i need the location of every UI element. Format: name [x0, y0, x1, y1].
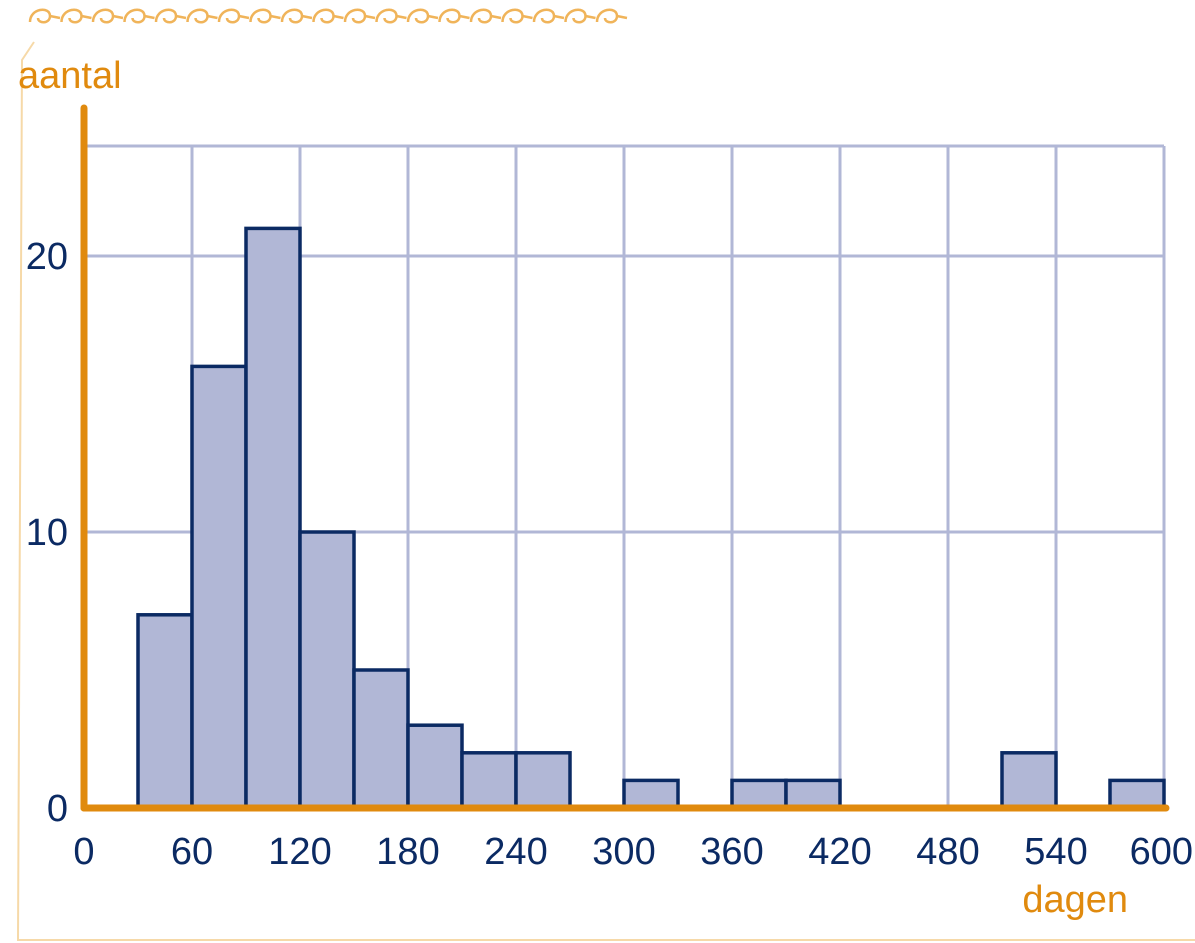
spiral-ring — [532, 8, 565, 24]
x-tick-label: 240 — [484, 831, 547, 873]
x-tick-label: 420 — [808, 831, 871, 873]
histogram-bar — [352, 668, 410, 810]
spiral-ring — [406, 8, 439, 24]
x-tick-label: 360 — [700, 831, 763, 873]
histogram-bar — [622, 778, 680, 810]
spiral-ring — [91, 8, 124, 24]
y-tick-label: 10 — [26, 512, 68, 554]
histogram-bar — [784, 778, 842, 810]
spiral-ring — [123, 8, 155, 24]
histogram-bar — [298, 530, 356, 810]
x-tick-label: 120 — [268, 831, 331, 873]
spiral-ring — [280, 8, 313, 24]
histogram-bar — [460, 751, 518, 810]
spiral-ring — [375, 8, 407, 24]
spiral-ring — [312, 8, 344, 24]
spiral-ring — [60, 8, 92, 24]
notebook-decoration — [16, 8, 1195, 941]
spiral-ring — [186, 8, 218, 24]
x-tick-label: 180 — [376, 831, 439, 873]
histogram-bar — [514, 751, 572, 810]
spiral-ring — [469, 8, 502, 24]
x-tick-label: 600 — [1130, 831, 1193, 873]
tick-labels: 0 60 120 180 240 300 360 420 480 540 600 0 10 20 — [26, 236, 1193, 873]
bars — [136, 226, 1166, 810]
spiral-ring — [501, 8, 533, 24]
x-tick-label: 0 — [73, 831, 94, 873]
histogram-bar — [1000, 751, 1058, 810]
spiral-ring — [343, 8, 376, 24]
histogram-bar — [136, 613, 194, 810]
spiral-ring — [595, 8, 628, 24]
spiral-ring — [217, 8, 250, 24]
y-tick-label: 0 — [47, 788, 68, 830]
x-tick-label: 60 — [171, 831, 213, 873]
spiral-ring — [438, 8, 470, 24]
spiral-ring — [564, 8, 596, 24]
spiral-ring — [249, 8, 281, 24]
x-axis-title: dagen — [1022, 879, 1128, 921]
x-tick-label: 480 — [916, 831, 979, 873]
spiral-ring — [28, 8, 61, 24]
histogram-bar — [406, 723, 464, 810]
x-tick-label: 540 — [1024, 831, 1087, 873]
histogram-bar — [244, 226, 302, 810]
y-tick-label: 20 — [26, 236, 68, 278]
x-tick-label: 300 — [592, 831, 655, 873]
histogram-bar — [190, 364, 248, 810]
axes — [80, 104, 1170, 812]
y-axis-title: aantal — [18, 55, 122, 97]
histogram-bar — [730, 778, 788, 810]
histogram-bar — [1108, 778, 1166, 810]
spiral-ring — [154, 8, 187, 24]
